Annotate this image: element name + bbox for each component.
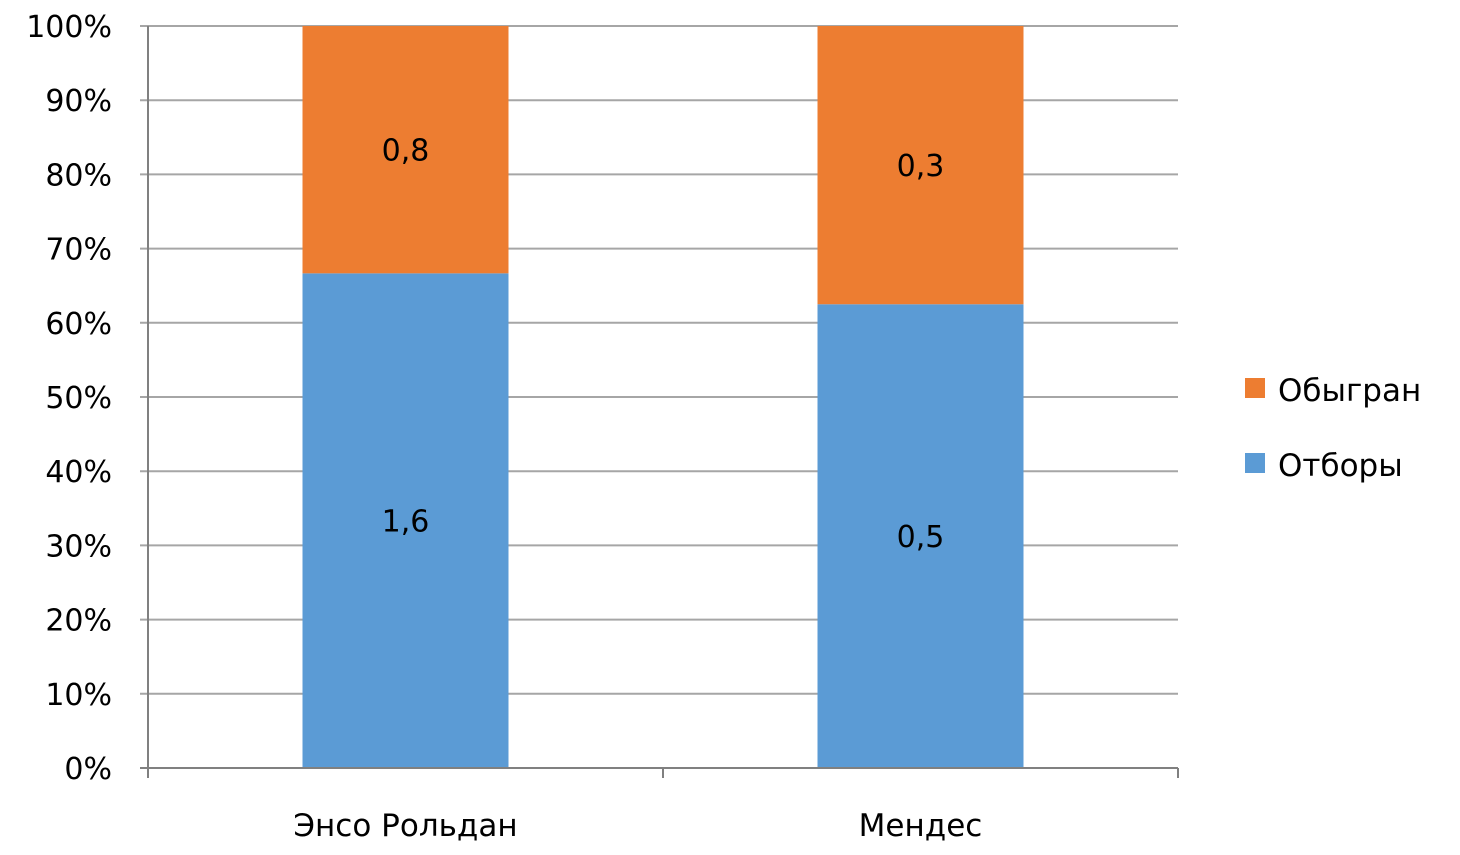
- y-tick-label: 70%: [45, 233, 112, 268]
- x-category-label: Энсо Рольдан: [293, 808, 517, 844]
- legend-swatch: [1245, 378, 1265, 398]
- bar-segment: [302, 26, 509, 274]
- data-label: 0,3: [897, 149, 945, 184]
- bars: [302, 26, 1024, 768]
- y-tick-label: 80%: [45, 158, 112, 193]
- y-tick-label: 0%: [64, 752, 112, 787]
- bar-segment: [302, 273, 509, 768]
- x-category-label: Мендес: [859, 808, 983, 844]
- y-axis-tick-labels: 0% 10% 20% 30% 40% 50% 60% 70% 80% 90% 100%: [26, 10, 112, 787]
- bar-segment: [817, 304, 1024, 768]
- data-label: 1,6: [382, 505, 430, 540]
- y-tick-label: 40%: [45, 455, 112, 490]
- data-labels: 1,6 0,8 0,5 0,3: [382, 134, 945, 555]
- data-label: 0,8: [382, 134, 430, 169]
- data-label: 0,5: [897, 520, 945, 555]
- legend: Обыгран Отборы: [1245, 373, 1421, 484]
- y-tick-label: 90%: [45, 84, 112, 119]
- y-tick-label: 60%: [45, 307, 112, 342]
- y-tick-label: 20%: [45, 604, 112, 639]
- legend-label: Обыгран: [1278, 373, 1421, 409]
- legend-label: Отборы: [1278, 448, 1403, 484]
- y-tick-label: 10%: [45, 678, 112, 713]
- y-tick-label: 100%: [26, 10, 112, 45]
- x-axis-category-labels: Энсо Рольдан Мендес: [293, 808, 982, 844]
- y-tick-label: 50%: [45, 381, 112, 416]
- axes: [147, 26, 1179, 778]
- y-tick-label: 30%: [45, 529, 112, 564]
- bar-segment: [817, 26, 1024, 305]
- legend-swatch: [1245, 453, 1265, 473]
